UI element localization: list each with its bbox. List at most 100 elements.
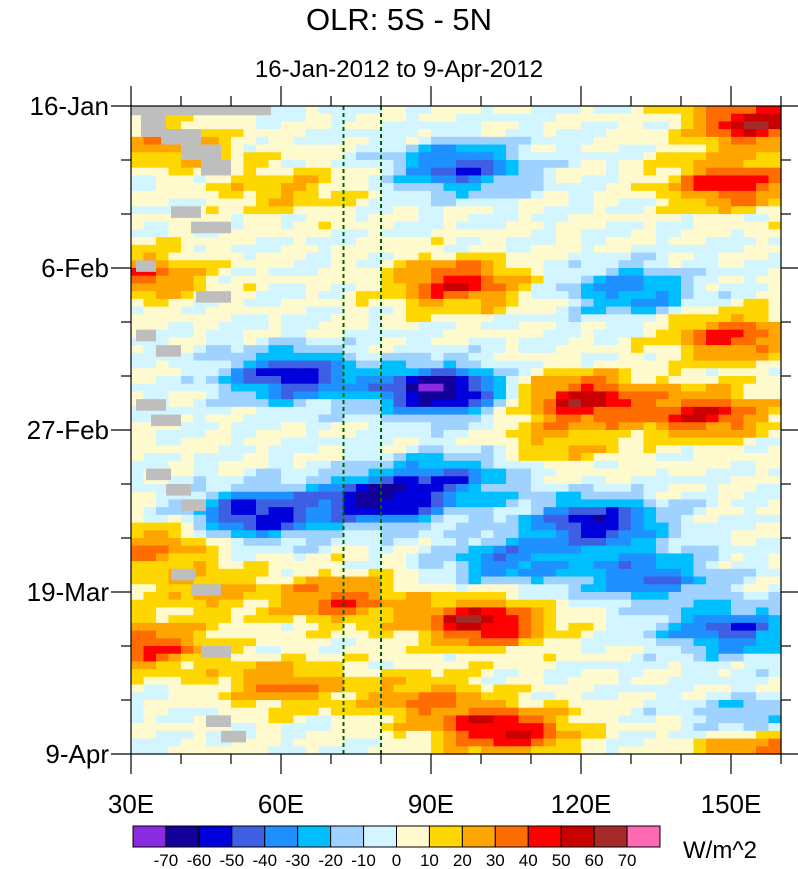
heatmap-cell xyxy=(606,584,620,593)
heatmap-cell xyxy=(406,283,420,292)
heatmap-cell xyxy=(143,160,157,169)
heatmap-cell xyxy=(156,553,170,562)
heatmap-cell xyxy=(506,298,520,308)
heatmap-cell xyxy=(668,507,682,516)
heatmap-cell xyxy=(743,484,757,493)
heatmap-cell xyxy=(756,468,770,477)
heatmap-cell xyxy=(693,144,707,153)
heatmap-cell xyxy=(368,700,382,709)
heatmap-cell xyxy=(756,592,770,601)
heatmap-cell xyxy=(381,592,395,601)
heatmap-cell xyxy=(493,484,507,493)
heatmap-cell xyxy=(406,476,420,485)
heatmap-cell xyxy=(268,700,282,709)
heatmap-cell xyxy=(168,669,182,678)
heatmap-cell xyxy=(506,661,520,670)
heatmap-cell xyxy=(468,268,482,277)
heatmap-cell xyxy=(331,499,345,508)
heatmap-cell xyxy=(256,468,270,477)
heatmap-cell xyxy=(706,460,720,470)
heatmap-cell xyxy=(206,391,220,400)
heatmap-cell xyxy=(568,723,582,732)
heatmap-cell xyxy=(243,322,257,331)
heatmap-cell xyxy=(143,738,157,747)
heatmap-cell xyxy=(318,283,332,292)
heatmap-cell xyxy=(306,106,320,115)
heatmap-cell xyxy=(281,576,295,585)
heatmap-cell xyxy=(181,283,195,292)
heatmap-cell xyxy=(343,352,357,362)
heatmap-cell xyxy=(418,738,432,747)
heatmap-cell xyxy=(743,615,757,624)
heatmap-cell xyxy=(543,376,557,385)
heatmap-cell xyxy=(156,491,170,501)
heatmap-cell xyxy=(281,646,295,655)
heatmap-cell xyxy=(656,522,670,531)
heatmap-cell xyxy=(506,244,520,254)
heatmap-cell xyxy=(468,576,482,585)
heatmap-cell xyxy=(193,468,207,477)
heatmap-cell xyxy=(643,406,657,416)
heatmap-cell xyxy=(281,422,295,431)
heatmap-cell xyxy=(606,275,620,285)
heatmap-cell xyxy=(618,453,632,462)
heatmap-cell xyxy=(131,476,145,485)
heatmap-cell xyxy=(306,615,320,624)
heatmap-cell xyxy=(743,167,757,177)
heatmap-cell xyxy=(343,723,357,732)
heatmap-cell xyxy=(231,244,245,254)
heatmap-cell xyxy=(506,491,520,501)
heatmap-cell xyxy=(356,268,370,277)
heatmap-cell xyxy=(193,345,207,354)
heatmap-cell xyxy=(681,322,695,331)
heatmap-cell xyxy=(168,707,182,717)
heatmap-cell xyxy=(318,406,332,416)
heatmap-cell xyxy=(581,422,595,431)
heatmap-cell xyxy=(556,298,570,308)
heatmap-cell xyxy=(468,175,482,184)
heatmap-cell xyxy=(643,106,657,115)
heatmap-cell xyxy=(543,584,557,593)
heatmap-cell xyxy=(331,391,345,400)
heatmap-cell xyxy=(743,453,757,462)
heatmap-cell xyxy=(606,129,620,138)
heatmap-cell xyxy=(468,453,482,462)
heatmap-cell xyxy=(606,599,620,609)
heatmap-cell xyxy=(143,484,157,493)
heatmap-cell xyxy=(718,638,732,647)
heatmap-cell xyxy=(693,198,707,207)
heatmap-cell xyxy=(393,399,407,408)
heatmap-cell xyxy=(131,692,145,701)
heatmap-cell xyxy=(468,345,482,354)
heatmap-cell xyxy=(268,530,282,539)
heatmap-cell xyxy=(581,391,595,400)
heatmap-cell xyxy=(293,298,307,308)
x-tick-label: 120E xyxy=(551,789,612,819)
heatmap-cell xyxy=(631,399,645,408)
heatmap-cell xyxy=(256,322,270,331)
heatmap-cell xyxy=(606,514,620,524)
heatmap-cell xyxy=(593,422,607,431)
heatmap-cell xyxy=(518,121,532,130)
heatmap-cell xyxy=(756,460,770,470)
heatmap-cell xyxy=(468,507,482,516)
heatmap-cell xyxy=(631,229,645,238)
heatmap-cell xyxy=(581,291,595,300)
heatmap-cell xyxy=(656,700,670,709)
heatmap-cell xyxy=(568,430,582,439)
heatmap-cell xyxy=(531,707,545,717)
heatmap-cell xyxy=(531,692,545,701)
heatmap-cell xyxy=(756,499,770,508)
heatmap-cell xyxy=(531,553,545,562)
heatmap-cell xyxy=(343,399,357,408)
heatmap-cell xyxy=(593,252,607,261)
heatmap-cell xyxy=(143,376,157,385)
heatmap-cell xyxy=(481,399,495,408)
heatmap-cell xyxy=(593,476,607,485)
heatmap-cell xyxy=(718,345,732,354)
heatmap-cell xyxy=(431,553,445,562)
heatmap-cell xyxy=(443,692,457,701)
heatmap-cell xyxy=(168,476,182,485)
heatmap-cell xyxy=(581,237,595,246)
heatmap-cell xyxy=(331,175,345,184)
